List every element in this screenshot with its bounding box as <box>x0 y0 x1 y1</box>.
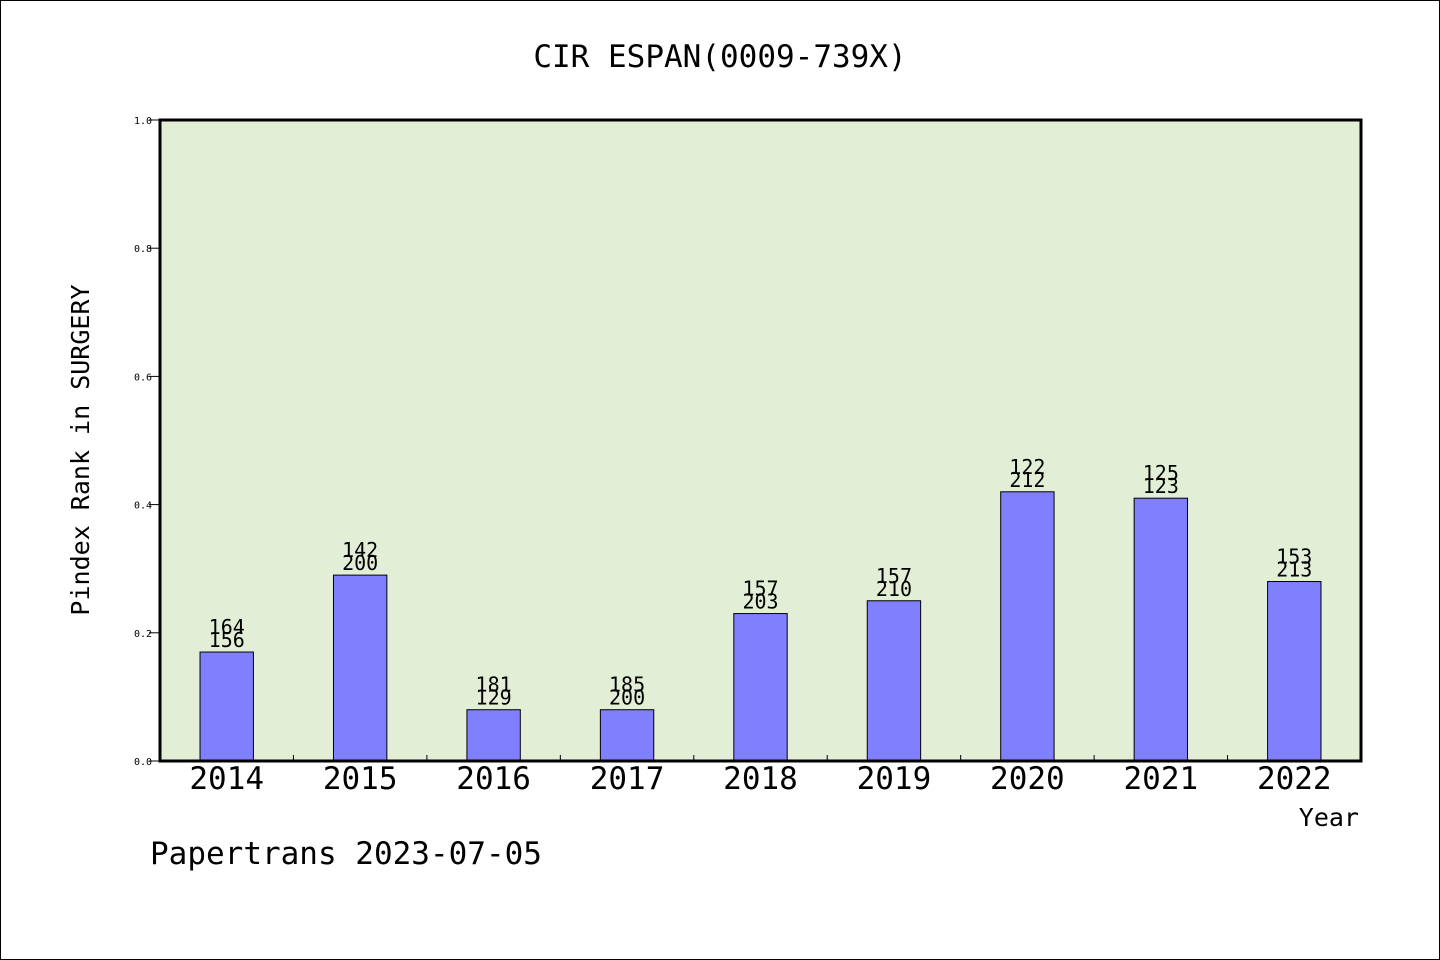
y-tick-label: 0.6 <box>134 372 152 383</box>
y-tick-label: 0.2 <box>134 629 152 640</box>
bar-2016 <box>466 709 521 762</box>
bar-2020 <box>1000 491 1055 762</box>
y-axis-label: Pindex Rank in SURGERY <box>66 284 95 615</box>
x-axis: 2014 2015 2016 2017 2018 2019 2020 2021 2022 <box>189 755 1332 797</box>
plot-border <box>158 118 1363 763</box>
bar-2022 <box>1267 581 1322 762</box>
bar-2021 <box>1133 497 1189 762</box>
bar-label-top: 122 <box>1009 455 1045 479</box>
bar-label-top: 142 <box>342 538 378 562</box>
bar-label-bottom: 203 <box>742 590 778 614</box>
x-tick-label: 2017 <box>590 761 665 797</box>
y-tick-label: 0.4 <box>134 501 152 512</box>
x-tick-label: 2021 <box>1124 761 1199 797</box>
bar-label-bottom: 129 <box>476 686 512 710</box>
bar-label-bottom: 200 <box>342 551 378 575</box>
y-tick-label: 0.0 <box>134 757 152 768</box>
bar-label-top: 181 <box>476 673 512 697</box>
x-tick-label: 2016 <box>456 761 531 797</box>
bar-2014 <box>199 651 254 762</box>
y-tick-label: 1.0 <box>134 116 152 127</box>
x-tick-label: 2018 <box>723 761 798 797</box>
bar-2015 <box>332 574 388 762</box>
bars-group: 1641561422001811291852001572031572101222… <box>199 455 1322 762</box>
bar-label-bottom: 200 <box>609 686 645 710</box>
bar-label-top: 125 <box>1143 461 1179 485</box>
bar-label-top: 157 <box>742 577 778 601</box>
bar-2018 <box>733 613 788 762</box>
bar-label-bottom: 213 <box>1276 558 1312 582</box>
x-tick-label: 2015 <box>323 761 398 797</box>
bar-label-bottom: 123 <box>1143 474 1179 498</box>
x-tick-label: 2020 <box>990 761 1065 797</box>
bar-label-bottom: 210 <box>876 577 912 601</box>
bar-2017 <box>599 709 655 762</box>
bar-2019 <box>866 600 922 762</box>
bar-label-top: 164 <box>209 615 245 639</box>
bar-label-top: 185 <box>609 673 645 697</box>
x-axis-label: Year <box>1299 803 1359 832</box>
x-tick-label: 2022 <box>1257 761 1332 797</box>
bar-label-top: 153 <box>1276 545 1312 569</box>
chart-title: CIR ESPAN(0009-739X) <box>533 39 906 75</box>
bar-label-top: 157 <box>876 564 912 588</box>
y-tick-label: 0.8 <box>134 244 152 255</box>
y-axis: 0.0 0.2 0.4 0.6 0.8 1.0 <box>134 116 160 768</box>
bar-label-bottom: 156 <box>209 628 245 652</box>
x-tick-label: 2014 <box>189 761 264 797</box>
x-tick-label: 2019 <box>857 761 932 797</box>
bar-label-bottom: 212 <box>1009 468 1045 492</box>
footer-credit: Papertrans 2023-07-05 <box>150 836 542 872</box>
